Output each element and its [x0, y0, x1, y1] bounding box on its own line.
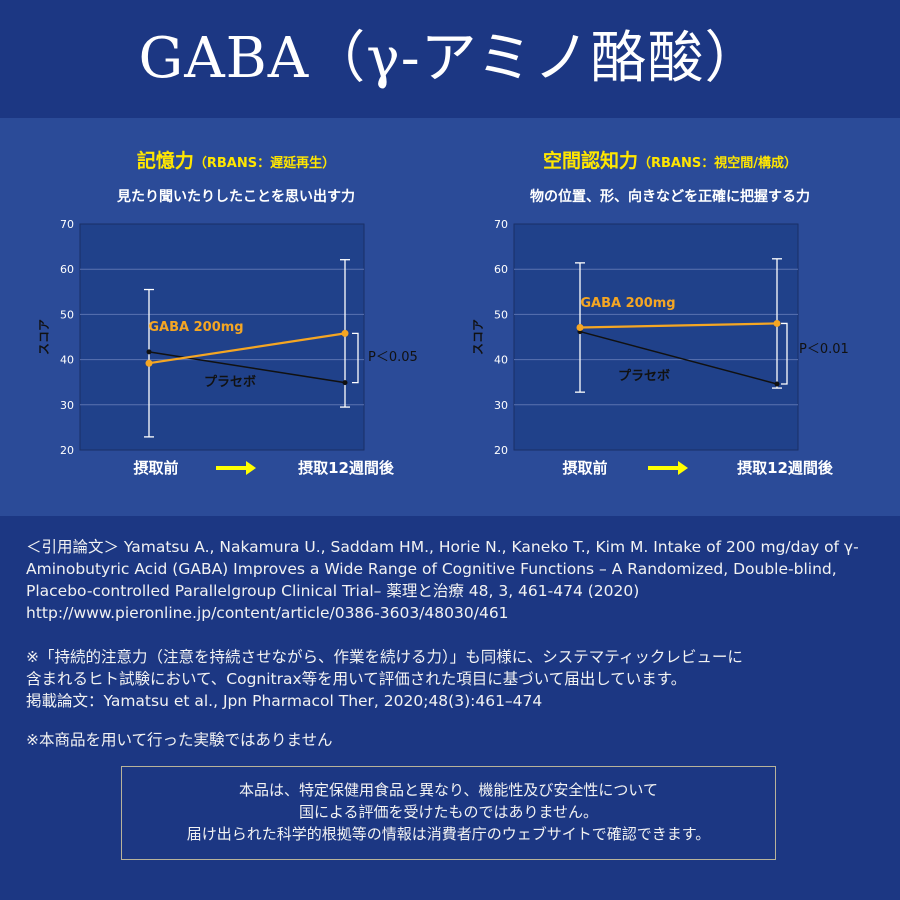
gaba-point	[773, 319, 781, 327]
y-axis-label: スコア	[37, 319, 51, 355]
y-tick-label: 20	[494, 444, 508, 457]
y-axis-label: スコア	[471, 319, 485, 355]
y-tick-label: 30	[494, 399, 508, 412]
citation-text: ＜引用論文＞ Yamatsu A., Nakamura U., Saddam H…	[26, 538, 859, 622]
page-title: GABA（γ-アミノ酪酸）	[138, 26, 762, 91]
p-value-label: P＜0.05	[368, 350, 418, 365]
chart-title-main: 空間認知力	[543, 150, 639, 172]
notice-box: 本品は、特定保健用食品と異なり、機能性及び安全性について 国による評価を受けたも…	[121, 766, 776, 860]
notice-line: 国による評価を受けたものではありません。	[298, 803, 599, 821]
x-category-label: 摂取前	[133, 459, 178, 477]
disclaimer-text: ※本商品を用いて行った実験ではありません	[26, 731, 333, 749]
chart-title: 空間認知力（RBANS：視空間/構成）	[450, 146, 890, 173]
chart-title-sub: （RBANS：視空間/構成）	[638, 156, 797, 171]
significance-bracket	[352, 332, 359, 384]
chart-title: 記憶力（RBANS：遅延再生）	[16, 146, 456, 173]
y-tick-label: 20	[60, 444, 74, 457]
gaba-point	[576, 324, 584, 332]
p-value-label: P＜0.01	[799, 342, 849, 357]
y-tick-label: 40	[60, 354, 74, 367]
gaba-series-label: GABA 200mg	[148, 320, 243, 335]
arrow-head-icon	[678, 461, 688, 475]
gaba-line	[579, 322, 778, 329]
note-line: 掲載論文：Yamatsu et al., Jpn Pharmacol Ther,…	[26, 692, 543, 710]
note-block: ※「持続的注意力（注意を持続させながら、作業を続ける力）」も同様に、システマティ…	[26, 646, 876, 712]
y-tick-label: 60	[60, 263, 74, 276]
spatial-chart-svg: 70 60 50 40 30 20 スコア GABA 200mg プラセボ P＜0.01 摂取前 摂取…	[471, 218, 849, 477]
y-tick-label: 70	[60, 218, 74, 231]
y-tick-label: 30	[60, 399, 74, 412]
x-category-label: 摂取前	[562, 459, 607, 477]
y-tick-label: 40	[494, 354, 508, 367]
y-tick-label: 60	[494, 263, 508, 276]
placebo-point	[774, 381, 780, 387]
memory-chart-svg: 70 60 50 40 30 20 スコア GABA 200mg プラセボ P＜0.05 摂取前 摂取…	[37, 218, 418, 477]
note-line: ※「持続的注意力（注意を持続させながら、作業を続ける力）」も同様に、システマティ…	[26, 648, 743, 666]
placebo-point	[146, 349, 152, 355]
y-tick-label: 50	[494, 308, 508, 321]
arrow-head-icon	[246, 461, 256, 475]
placebo-line	[148, 351, 346, 384]
chart-title-sub: （RBANS：遅延再生）	[193, 156, 336, 171]
spatial-chart: 空間認知力（RBANS：視空間/構成） 物の位置、形、向きなどを正確に把握する力…	[450, 118, 890, 516]
x-category-label: 摂取12週間後	[737, 459, 834, 477]
note-line: 含まれるヒト試験において、Cognitrax等を用いて評価された項目に基づいて届…	[26, 670, 687, 688]
placebo-point	[342, 380, 348, 386]
chart-title-main: 記憶力	[136, 150, 194, 172]
y-tick-label: 70	[494, 218, 508, 231]
memory-chart: 記憶力（RBANS：遅延再生） 見たり聞いたりしたことを思い出す力 70 60 50…	[16, 118, 456, 516]
chart-subtitle: 物の位置、形、向きなどを正確に把握する力	[530, 189, 810, 205]
gaba-line	[148, 332, 346, 365]
y-tick-label: 50	[60, 308, 74, 321]
x-category-label: 摂取12週間後	[298, 459, 395, 477]
gaba-series-label: GABA 200mg	[580, 296, 675, 311]
notice-line: 本品は、特定保健用食品と異なり、機能性及び安全性について	[239, 781, 658, 799]
charts-panel: 記憶力（RBANS：遅延再生） 見たり聞いたりしたことを思い出す力 70 60 50…	[0, 118, 900, 516]
chart-subtitle: 見たり聞いたりしたことを思い出す力	[117, 189, 355, 205]
notice-line: 届け出られた科学的根拠等の情報は消費者庁のウェブサイトで確認できます。	[186, 825, 711, 843]
placebo-series-label: プラセボ	[618, 368, 670, 384]
plot-area	[513, 223, 799, 451]
placebo-line	[579, 330, 778, 385]
significance-bracket	[781, 322, 788, 385]
gaba-point	[341, 329, 349, 337]
gaba-point	[145, 359, 153, 367]
placebo-series-label: プラセボ	[204, 374, 256, 390]
